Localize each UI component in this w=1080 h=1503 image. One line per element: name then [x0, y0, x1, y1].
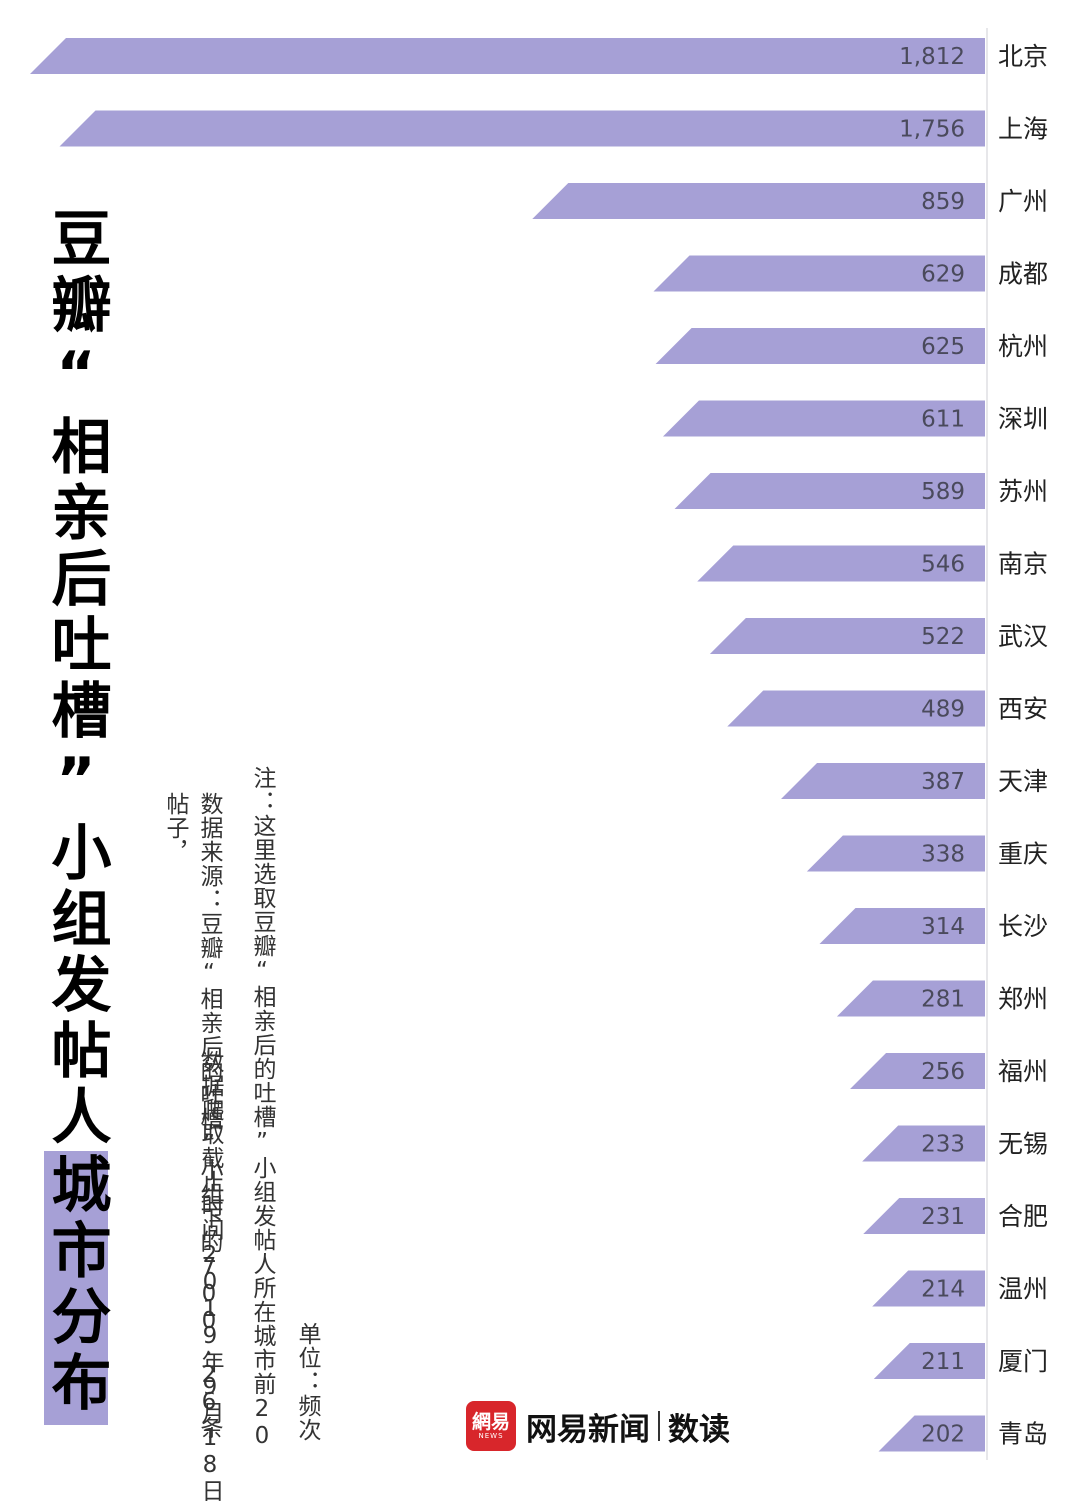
bar-14	[850, 1053, 985, 1089]
bar-value-label: 625	[921, 334, 965, 360]
category-label: 杭州	[998, 332, 1048, 361]
bar-12	[819, 908, 985, 944]
chart-title: 豆瓣“相亲后吐槽”小组发帖人 城市分布	[41, 207, 111, 1425]
bar-value-label: 256	[921, 1059, 965, 1085]
bar-7	[697, 545, 985, 582]
bar-17	[872, 1270, 985, 1307]
bar-value-label: 233	[921, 1132, 965, 1158]
bar-10	[781, 763, 985, 799]
logo-subbrand: 数读	[668, 1411, 730, 1448]
bar-value-label: 522	[921, 624, 965, 650]
bar-value-label: 629	[921, 262, 965, 288]
category-label: 长沙	[998, 912, 1048, 941]
bar-value-label: 859	[921, 189, 965, 215]
title-main: 豆瓣“相亲后吐槽”小组发帖人	[41, 207, 111, 1151]
category-label: 无锡	[998, 1130, 1048, 1159]
category-label: 武汉	[998, 622, 1048, 651]
category-label: 温州	[998, 1275, 1048, 1304]
bars-group: 1,812 北京 1,756 上海 859 广州 629 成都 625 杭州 611 深圳 589 苏州 5…	[30, 38, 1048, 1452]
bar-19	[878, 1415, 985, 1452]
category-label: 福州	[998, 1057, 1048, 1086]
bar-6	[674, 473, 985, 509]
category-label: 厦门	[998, 1347, 1048, 1376]
category-label: 成都	[998, 260, 1048, 289]
bar-value-label: 314	[921, 914, 965, 940]
source-note: 数据来源：豆瓣“相亲后的吐槽”小组下的700.26条帖子，	[162, 792, 222, 1440]
bar-value-label: 211	[921, 1349, 965, 1375]
category-label: 苏州	[998, 477, 1048, 506]
bar-value-label: 338	[921, 842, 965, 868]
bar-value-label: 214	[921, 1277, 965, 1303]
bar-value-label: 546	[921, 552, 965, 578]
logo-separator	[658, 1411, 660, 1441]
bar-5	[662, 400, 985, 437]
bar-15	[862, 1125, 985, 1162]
bar-value-label: 281	[921, 987, 965, 1013]
category-label: 合肥	[998, 1202, 1048, 1231]
bar-0	[30, 38, 985, 74]
bar-16	[863, 1198, 985, 1234]
bar-9	[727, 690, 985, 727]
bar-value-label: 1,812	[899, 44, 965, 70]
bar-value-label: 202	[921, 1422, 965, 1448]
logo-badge-text: 網易	[471, 1410, 510, 1433]
bar-4	[655, 328, 985, 364]
bar-value-label: 489	[921, 697, 965, 723]
title-highlight: 城市分布	[41, 1151, 111, 1425]
category-label: 北京	[998, 42, 1048, 71]
bar-8	[709, 618, 985, 654]
bar-11	[806, 835, 985, 872]
category-label: 郑州	[998, 985, 1048, 1014]
category-label: 南京	[998, 550, 1048, 579]
bar-value-label: 231	[921, 1204, 965, 1230]
category-label: 重庆	[998, 840, 1048, 869]
bar-18	[873, 1343, 985, 1379]
category-label: 青岛	[998, 1420, 1048, 1449]
bar-value-label: 1,756	[899, 117, 965, 143]
bar-value-label: 387	[921, 769, 965, 795]
selection-note: 注：这里选取豆瓣“相亲后的吐槽”小组发帖人所在城市前20	[249, 766, 275, 1450]
unit-note: 单位：频次	[294, 1322, 320, 1442]
bar-1	[59, 110, 986, 147]
bar-13	[836, 980, 985, 1017]
category-label: 上海	[998, 115, 1048, 144]
logo-badge-subtext: NEWS	[478, 1431, 504, 1440]
cutoff-note: 数据爬取截止时间2019年9月18日	[197, 1050, 223, 1503]
logo-name: 网易新闻	[526, 1411, 650, 1448]
category-label: 西安	[998, 695, 1048, 724]
bar-2	[532, 183, 985, 219]
netease-logo-icon: 網易 NEWS	[466, 1401, 516, 1451]
netease-news-logo: 網易 NEWS 网易新闻 数读	[466, 1401, 730, 1451]
category-label: 深圳	[998, 405, 1048, 434]
bar-value-label: 589	[921, 479, 965, 505]
category-label: 天津	[998, 767, 1048, 796]
category-label: 广州	[998, 187, 1048, 216]
bar-3	[653, 255, 985, 292]
bar-value-label: 611	[921, 407, 965, 433]
